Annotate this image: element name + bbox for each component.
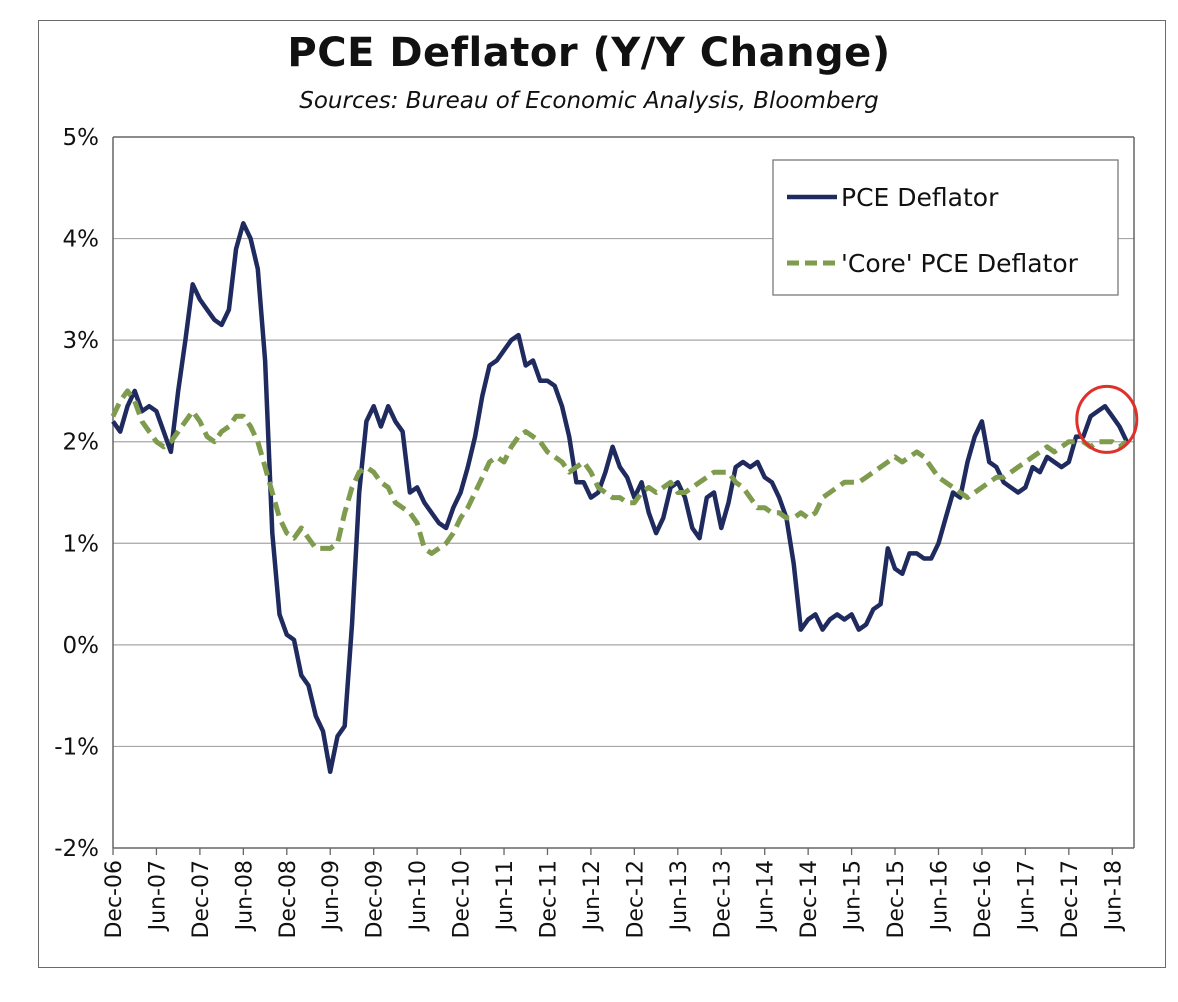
legend-label: PCE Deflator xyxy=(841,183,999,212)
x-tick-label: Dec-12 xyxy=(623,860,648,939)
y-tick-label: 5% xyxy=(63,125,100,151)
y-tick-label: 0% xyxy=(63,633,100,659)
x-tick-label: Dec-11 xyxy=(536,860,561,939)
y-tick-label: 1% xyxy=(63,531,100,557)
x-tick-label: Jun-11 xyxy=(493,860,518,932)
x-tick-label: Dec-06 xyxy=(102,860,127,939)
gridlines xyxy=(112,136,1135,849)
x-tick-label: Dec-14 xyxy=(797,860,822,939)
x-axis-ticks: Dec-06 Jun-07 Dec-07 Jun-08 Dec-08 Jun-09 Dec-… xyxy=(102,848,1126,939)
core-pce-deflator-line xyxy=(110,388,1129,556)
x-tick-label: Jun-07 xyxy=(145,860,170,932)
x-tick-label: Jun-14 xyxy=(754,860,779,932)
highlight-circle xyxy=(1075,384,1139,454)
x-tick-label: Dec-15 xyxy=(884,860,909,939)
x-tick-label: Jun-12 xyxy=(580,860,605,932)
x-tick-label: Jun-18 xyxy=(1101,860,1126,932)
x-tick-label: Jun-16 xyxy=(927,860,952,932)
x-tick-label: Dec-07 xyxy=(189,860,214,939)
x-tick-label: Jun-15 xyxy=(841,860,866,932)
y-tick-label: 4% xyxy=(63,227,100,253)
x-tick-label: Dec-08 xyxy=(276,860,301,939)
y-tick-label: -1% xyxy=(54,734,99,760)
x-tick-label: Jun-10 xyxy=(406,860,431,932)
x-tick-label: Dec-16 xyxy=(971,860,996,939)
legend: PCE Deflator 'Core' PCE Deflator xyxy=(772,159,1119,296)
chart-subtitle: Sources: Bureau of Economic Analysis, Bl… xyxy=(299,88,879,114)
x-tick-label: Jun-13 xyxy=(667,860,692,932)
x-tick-label: Dec-09 xyxy=(363,860,388,939)
y-tick-label: 2% xyxy=(63,430,100,456)
x-tick-label: Dec-17 xyxy=(1058,860,1083,939)
legend-box xyxy=(772,159,1119,296)
pce-deflator-line xyxy=(111,221,1129,775)
x-tick-label: Jun-09 xyxy=(319,860,344,932)
x-tick-label: Dec-13 xyxy=(710,860,735,939)
legend-label: 'Core' PCE Deflator xyxy=(841,249,1079,278)
y-tick-label: 3% xyxy=(63,328,100,354)
chart-title: PCE Deflator (Y/Y Change) xyxy=(287,30,891,76)
y-axis-ticks: 5% 4% 3% 2% 1% 0% -1% -2% xyxy=(54,125,99,862)
y-tick-label: -2% xyxy=(54,836,99,862)
x-tick-label: Jun-17 xyxy=(1014,860,1039,932)
series-lines xyxy=(110,221,1129,775)
annotations xyxy=(1075,384,1139,454)
x-tick-label: Jun-08 xyxy=(232,860,257,932)
x-tick-label: Dec-10 xyxy=(450,860,475,939)
